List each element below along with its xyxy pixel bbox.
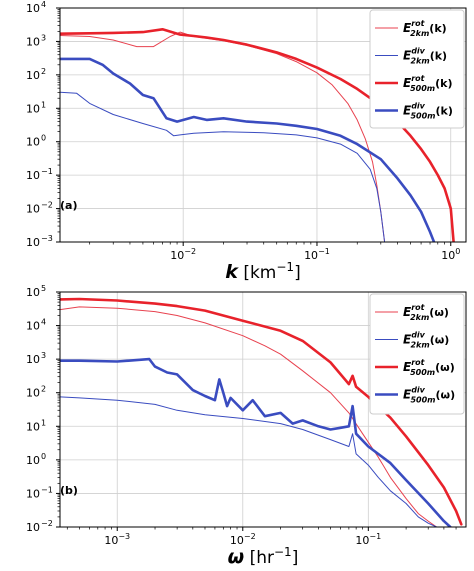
y-tick-label: 10: [26, 454, 40, 467]
panel-label: (a): [60, 199, 77, 212]
x-tick-label: 100: [441, 247, 460, 262]
minor-ticks: [57, 9, 445, 245]
panel-label: (b): [60, 484, 78, 497]
x-axis-title: k [km−1]: [225, 260, 300, 283]
legend-label: Erot 2km(k): [403, 19, 447, 38]
y-tick-label: 10: [26, 387, 40, 400]
series-line-3: [60, 27, 455, 242]
y-tick-exponent: −1: [41, 485, 53, 494]
y-tick-label: 10: [26, 353, 40, 366]
x-axis-title: ω [hr−1]: [228, 545, 299, 568]
y-tick-label: 10: [26, 136, 40, 149]
y-tick-exponent: −2: [41, 201, 53, 210]
y-tick-label: 10: [26, 420, 40, 433]
y-tick-exponent: 5: [41, 284, 46, 293]
legend-label: Ediv 2km(ω): [403, 331, 449, 350]
series-line-2: [60, 396, 438, 527]
legend-label: Ediv 500m(k): [403, 102, 453, 121]
y-tick-exponent: 1: [41, 100, 46, 109]
legend-box: [369, 9, 465, 129]
y-tick-exponent: 2: [41, 67, 46, 76]
y-tick-label: 10: [26, 169, 40, 182]
y-tick-label: 10: [26, 102, 40, 115]
series-line-2: [60, 91, 386, 242]
y-tick-label: 10: [26, 2, 40, 15]
legend-box: [369, 293, 465, 415]
y-tick-exponent: −3: [41, 234, 53, 243]
series-line-1: [60, 306, 438, 527]
legend-label: Ediv 500m(ω): [403, 386, 455, 405]
y-tick-exponent: 4: [41, 318, 46, 327]
series-line-4: [60, 57, 436, 242]
y-tick-label: 10: [26, 521, 40, 534]
y-tick-exponent: 1: [41, 418, 46, 427]
minor-ticks: [57, 293, 457, 530]
legend-label: Ediv 2km(k): [403, 47, 447, 66]
y-tick-exponent: 0: [41, 134, 46, 143]
legend-label: Erot 2km(ω): [403, 303, 449, 322]
y-tick-exponent: 3: [41, 351, 46, 360]
series-line-3: [60, 297, 463, 526]
y-tick-exponent: 0: [41, 452, 46, 461]
legend-label: Erot 500m(ω): [403, 358, 455, 377]
y-tick-label: 10: [26, 35, 40, 48]
plot-frame: [59, 7, 467, 243]
y-tick-exponent: 4: [41, 0, 46, 9]
x-tick-label: 10−1: [304, 247, 330, 262]
series-group: [60, 297, 463, 527]
y-tick-exponent: −1: [41, 167, 53, 176]
y-tick-label: 10: [26, 236, 40, 249]
y-tick-label: 10: [26, 320, 40, 333]
series-group: [60, 27, 455, 242]
legend: Erot 2km(k) Ediv 2km(k) Erot 500m(k) Ediv 500m(…: [369, 9, 465, 129]
y-tick-label: 10: [26, 69, 40, 82]
y-tick-exponent: −2: [41, 519, 53, 528]
legend: Erot 2km(ω) Ediv 2km(ω) Erot 500m(ω) Ediv 500m(…: [369, 293, 465, 415]
x-tick-label: 10−1: [355, 532, 381, 547]
x-tick-label: 10−2: [230, 532, 256, 547]
x-tick-label: 10−2: [170, 247, 196, 262]
plot-frame: [59, 291, 467, 528]
y-tick-exponent: 2: [41, 385, 46, 394]
y-tick-exponent: 3: [41, 33, 46, 42]
y-tick-label: 10: [26, 487, 40, 500]
y-tick-label: 10: [26, 286, 40, 299]
series-line-1: [60, 31, 386, 242]
x-tick-label: 10−3: [104, 532, 130, 547]
series-line-4: [60, 357, 452, 527]
y-tick-label: 10: [26, 203, 40, 216]
legend-label: Erot 500m(k): [403, 74, 452, 93]
